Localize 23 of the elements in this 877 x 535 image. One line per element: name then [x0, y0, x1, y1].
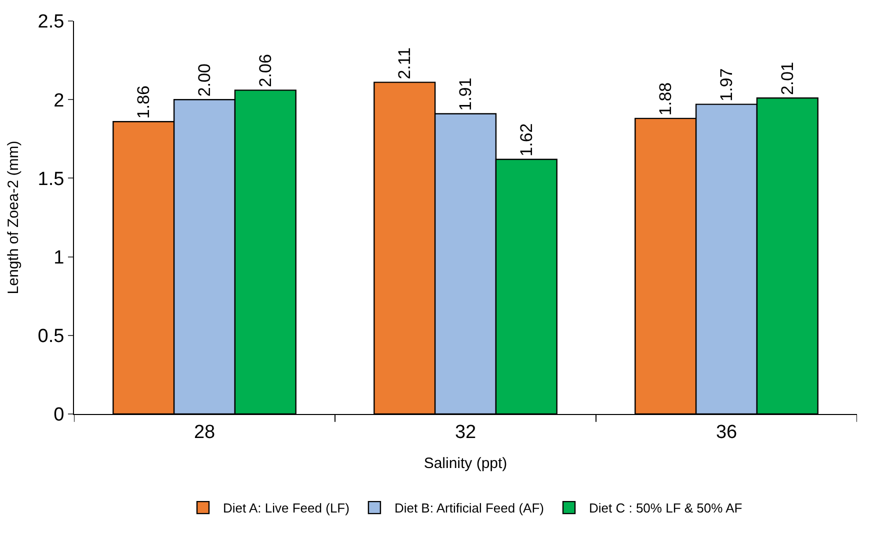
x-tick-label: 28	[194, 422, 216, 443]
data-label: 1.86	[134, 86, 154, 119]
data-label: 1.91	[456, 78, 475, 111]
legend-label: Diet C : 50% LF & 50% AF	[589, 500, 742, 516]
data-label: 2.06	[256, 54, 275, 88]
data-label: 2.11	[395, 47, 414, 80]
data-label: 2.01	[778, 62, 797, 96]
data-label: 2.00	[195, 64, 214, 97]
y-tick-label: 0.5	[38, 326, 64, 348]
y-tick-label: 1	[54, 247, 64, 268]
data-label: 1.88	[656, 82, 676, 116]
data-label: 1.62	[516, 123, 536, 156]
legend-label: Diet A: Live Feed (LF)	[223, 500, 350, 516]
x-tick-label: 36	[716, 422, 738, 443]
y-tick-label: 1.5	[38, 168, 64, 190]
x-tick-label: 32	[454, 422, 476, 443]
y-axis-title: Length of Zoea-2 (mm)	[5, 140, 22, 294]
x-axis-title: Salinity (ppt)	[424, 454, 508, 472]
data-label: 1.97	[717, 68, 736, 102]
y-tick-label: 0	[54, 404, 64, 426]
y-tick-label: 2	[54, 90, 64, 112]
legend-label: Diet B: Artificial Feed (AF)	[394, 500, 544, 516]
y-tick-label: 2.5	[38, 12, 64, 33]
